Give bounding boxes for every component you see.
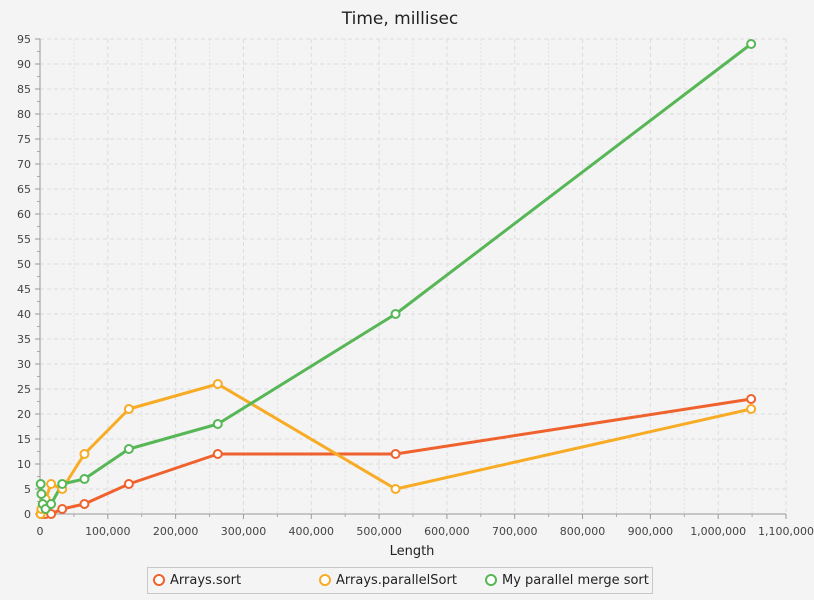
y-tick-label: 15 [17, 433, 31, 446]
data-point-2[interactable] [36, 489, 47, 499]
data-point-2[interactable] [46, 499, 57, 509]
x-tick-label: 600,000 [424, 525, 470, 538]
y-tick-label: 20 [17, 408, 31, 421]
legend-label: Arrays.sort [170, 573, 242, 588]
x-tick-label: 800,000 [560, 525, 606, 538]
data-point-0[interactable] [79, 499, 90, 509]
y-tick-label: 55 [17, 233, 31, 246]
y-tick-label: 40 [17, 308, 31, 321]
y-tick-label: 35 [17, 333, 31, 346]
legend-item-arrays-sort[interactable]: Arrays.sort [153, 568, 241, 593]
data-point-0[interactable] [746, 394, 757, 404]
data-point-1[interactable] [746, 404, 757, 414]
x-tick-label: 900,000 [628, 525, 674, 538]
x-axis-label: Length [390, 544, 435, 559]
legend-label: My parallel merge sort [502, 573, 649, 588]
y-tick-label: 80 [17, 108, 31, 121]
x-tick-label: 400,000 [289, 525, 335, 538]
legend-item-arrays-parallelsort[interactable]: Arrays.parallelSort [319, 568, 457, 593]
y-tick-label: 90 [17, 58, 31, 71]
y-tick-label: 50 [17, 258, 31, 271]
x-tick-label: 500,000 [356, 525, 402, 538]
legend-item-my-parallel-merge-sort[interactable]: My parallel merge sort [485, 568, 649, 593]
data-point-1[interactable] [390, 484, 401, 494]
y-tick-label: 10 [17, 458, 31, 471]
x-tick-label: 0 [37, 525, 44, 538]
y-tick-label: 45 [17, 283, 31, 296]
y-tick-label: 30 [17, 358, 31, 371]
data-point-0[interactable] [212, 449, 223, 459]
legend-marker-circle-icon [319, 573, 331, 586]
data-point-1[interactable] [123, 404, 134, 414]
chart-title: Time, millisec [341, 9, 459, 29]
y-tick-label: 85 [17, 83, 31, 96]
y-tick-label: 70 [17, 158, 31, 171]
x-tick-label: 300,000 [221, 525, 267, 538]
x-tick-label: 1,000,000 [690, 525, 746, 538]
y-tick-label: 75 [17, 133, 31, 146]
x-tick-label: 1,100,000 [758, 525, 814, 538]
y-tick-label: 65 [17, 183, 31, 196]
data-point-0[interactable] [390, 449, 401, 459]
x-tick-label: 100,000 [85, 525, 131, 538]
legend-marker-circle-icon [153, 573, 165, 586]
legend: Arrays.sort Arrays.parallelSort My paral… [147, 567, 653, 594]
data-point-2[interactable] [212, 419, 223, 429]
data-point-2[interactable] [79, 474, 90, 484]
y-tick-label: 5 [24, 483, 31, 496]
data-point-2[interactable] [35, 479, 46, 489]
legend-label: Arrays.parallelSort [336, 573, 457, 588]
x-tick-label: 700,000 [492, 525, 538, 538]
data-point-2[interactable] [123, 444, 134, 454]
data-point-1[interactable] [79, 449, 90, 459]
y-tick-label: 25 [17, 383, 31, 396]
data-point-2[interactable] [746, 39, 757, 49]
data-point-0[interactable] [57, 504, 68, 514]
series-layer [35, 39, 757, 519]
data-point-2[interactable] [390, 309, 401, 319]
axes: 0 100,000 200,000 300,000 400,000 500,000 600,… [17, 33, 814, 538]
data-point-0[interactable] [123, 479, 134, 489]
data-point-1[interactable] [212, 379, 223, 389]
data-point-2[interactable] [57, 479, 68, 489]
y-tick-label: 95 [17, 33, 31, 46]
legend-marker-circle-icon [485, 573, 497, 586]
y-tick-label: 0 [24, 508, 31, 521]
data-point-1[interactable] [46, 479, 57, 489]
x-tick-label: 200,000 [153, 525, 199, 538]
y-tick-label: 60 [17, 208, 31, 221]
